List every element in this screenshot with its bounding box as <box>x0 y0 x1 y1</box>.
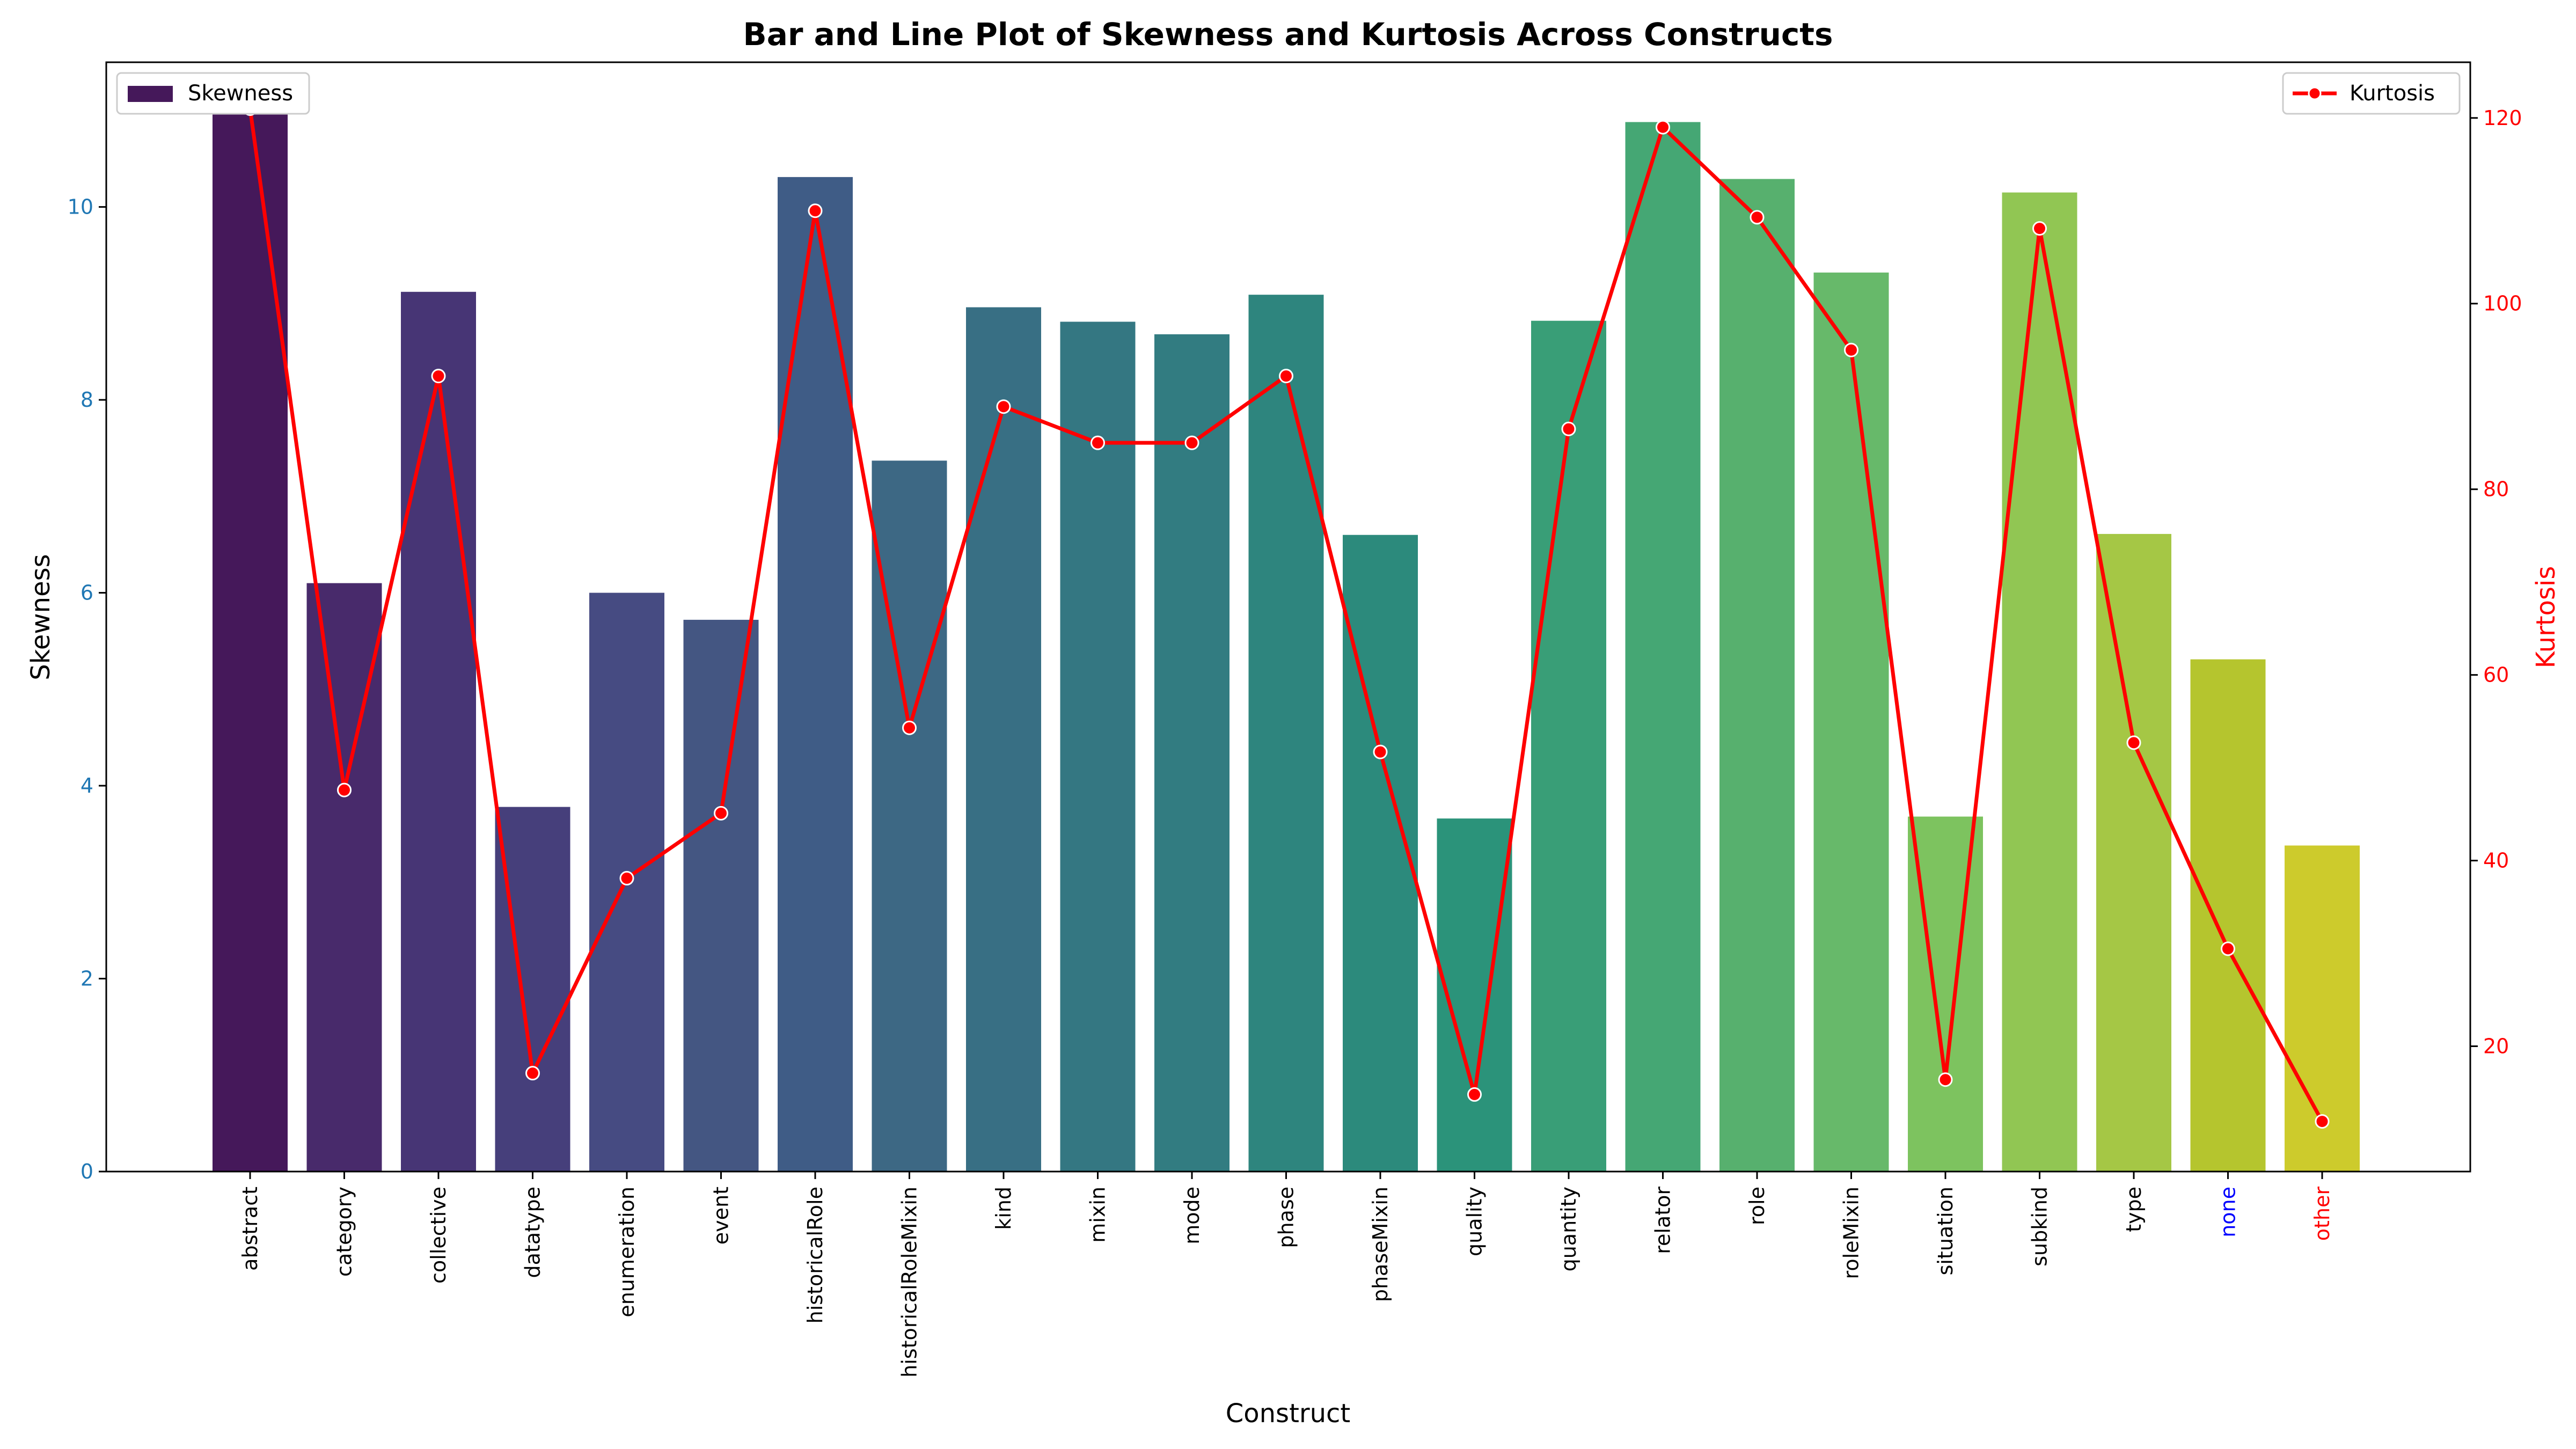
bar-roleMixin <box>1813 272 1889 1172</box>
kurtosis-point-subkind <box>2032 221 2047 236</box>
bar-historicalRoleMixin <box>872 460 947 1172</box>
legend-kurtosis-marker <box>2308 86 2322 100</box>
plot-frame <box>105 61 2471 1173</box>
left-axis-ticks: 0 2 4 6 8 10 <box>68 195 106 1183</box>
x-tick-label-abstract: abstract <box>238 1187 262 1271</box>
x-tick-label-phase: phase <box>1275 1187 1298 1248</box>
x-axis-ticks: abstract category collective datatype enumer… <box>238 1172 2334 1378</box>
kurtosis-point-event <box>714 806 728 821</box>
kurtosis-point-role <box>1750 210 1765 225</box>
y-axis-left-label: Skewness <box>26 554 56 680</box>
bar-subkind <box>2002 192 2077 1172</box>
bar-phaseMixin <box>1343 535 1418 1172</box>
kurtosis-point-other <box>2315 1114 2330 1129</box>
kurtosis-point-enumeration <box>619 870 634 885</box>
legend-skewness-label: Skewness <box>188 81 293 106</box>
x-tick-label-collective: collective <box>427 1187 450 1284</box>
x-tick-label-role: role <box>1745 1187 1769 1225</box>
kurtosis-point-mixin <box>1091 435 1105 450</box>
bar-datatype <box>495 807 570 1172</box>
kurtosis-point-phase <box>1279 369 1293 384</box>
kurtosis-point-relator <box>1656 120 1670 135</box>
x-tick-label-historicalRoleMixin: historicalRoleMixin <box>898 1187 921 1378</box>
kurtosis-point-collective <box>431 369 446 384</box>
x-tick-label-mixin: mixin <box>1086 1187 1110 1243</box>
bar-relator <box>1625 122 1701 1172</box>
x-tick-label-type: type <box>2122 1187 2146 1232</box>
x-tick-label-historicalRole: historicalRole <box>803 1187 827 1323</box>
bar-mode <box>1154 334 1230 1172</box>
bar-kind <box>966 307 1041 1172</box>
x-axis-label: Construct <box>1226 1399 1351 1429</box>
x-tick-label-other: other <box>2310 1187 2334 1241</box>
right-tick-label-20: 20 <box>2483 1034 2509 1058</box>
bar-event <box>683 619 759 1172</box>
legend-kurtosis-label: Kurtosis <box>2350 81 2435 106</box>
x-tick-label-quality: quality <box>1463 1187 1487 1256</box>
kurtosis-point-type <box>2126 735 2141 750</box>
x-tick-label-quantity: quantity <box>1557 1187 1580 1271</box>
legend-kurtosis: Kurtosis <box>2282 72 2461 115</box>
bar-phase <box>1248 295 1324 1172</box>
legend-skewness-swatch <box>128 86 173 102</box>
x-tick-label-mode: mode <box>1180 1187 1204 1245</box>
x-tick-label-none: none <box>2216 1187 2240 1238</box>
kurtosis-point-roleMixin <box>1844 342 1858 357</box>
kurtosis-point-phaseMixin <box>1373 744 1388 759</box>
left-tick-label-8: 8 <box>80 388 93 412</box>
kurtosis-point-historicalRoleMixin <box>902 720 917 735</box>
left-tick-label-2: 2 <box>80 967 93 991</box>
bar-type <box>2096 533 2171 1172</box>
right-tick-label-120: 120 <box>2483 106 2522 130</box>
bar-historicalRole <box>778 177 853 1172</box>
x-tick-label-datatype: datatype <box>521 1187 545 1278</box>
legend-skewness-frame <box>116 72 310 115</box>
kurtosis-point-situation <box>1938 1072 1953 1087</box>
left-tick-label-6: 6 <box>80 581 93 605</box>
x-tick-label-situation: situation <box>1934 1187 1957 1275</box>
right-tick-label-60: 60 <box>2483 663 2509 687</box>
bar-abstract <box>213 110 288 1172</box>
kurtosis-point-mode <box>1184 435 1199 450</box>
bar-none <box>2190 659 2266 1172</box>
kurtosis-point-none <box>2221 941 2235 956</box>
bar-quantity <box>1531 320 1606 1172</box>
x-tick-label-enumeration: enumeration <box>615 1187 639 1318</box>
kurtosis-point-datatype <box>525 1066 540 1081</box>
bar-collective <box>401 291 476 1172</box>
right-tick-label-100: 100 <box>2483 292 2522 316</box>
left-tick-label-4: 4 <box>80 774 93 797</box>
kurtosis-point-historicalRole <box>808 203 823 218</box>
x-tick-label-relator: relator <box>1651 1187 1675 1254</box>
right-tick-label-40: 40 <box>2483 849 2509 873</box>
x-tick-label-phaseMixin: phaseMixin <box>1368 1187 1392 1302</box>
bar-role <box>1719 179 1795 1172</box>
x-tick-label-roleMixin: roleMixin <box>1840 1187 1863 1279</box>
right-tick-label-80: 80 <box>2483 478 2509 501</box>
legend-skewness: Skewness <box>116 72 310 115</box>
x-tick-label-event: event <box>709 1187 733 1245</box>
legend-kurtosis-frame <box>2282 72 2461 115</box>
chart-title: Bar and Line Plot of Skewness and Kurtos… <box>743 16 1833 53</box>
bar-quality <box>1437 818 1512 1172</box>
left-tick-label-0: 0 <box>80 1160 93 1183</box>
x-tick-label-category: category <box>333 1187 356 1277</box>
kurtosis-point-quality <box>1467 1087 1482 1102</box>
kurtosis-point-kind <box>996 399 1011 414</box>
x-tick-label-kind: kind <box>992 1187 1015 1230</box>
kurtosis-point-quantity <box>1561 421 1576 436</box>
bar-mixin <box>1060 321 1136 1172</box>
kurtosis-point-category <box>337 782 352 797</box>
left-tick-label-10: 10 <box>68 195 93 219</box>
y-axis-right-label: Kurtosis <box>2531 566 2561 669</box>
x-tick-label-subkind: subkind <box>2028 1187 2052 1267</box>
right-axis-ticks: 20 40 60 80 100 120 <box>2470 106 2522 1058</box>
